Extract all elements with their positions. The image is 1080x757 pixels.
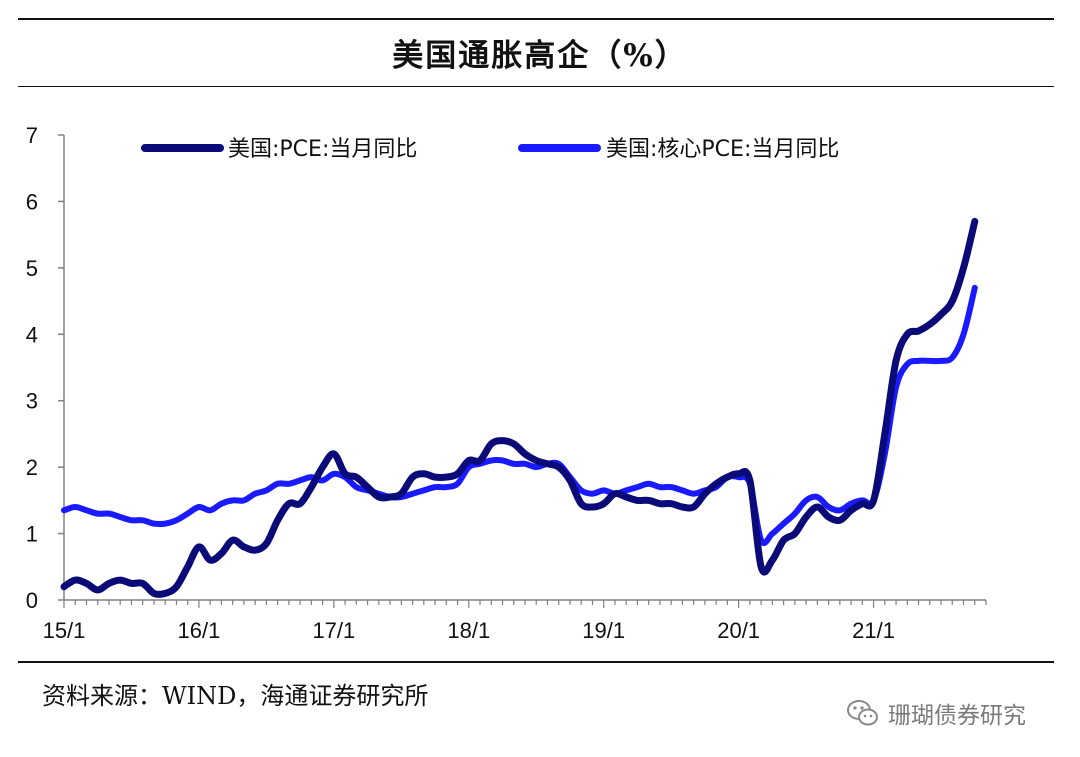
series-lines xyxy=(60,217,979,598)
chart-title: 美国通胀高企（%） xyxy=(392,38,688,74)
x-tick-label: 17/1 xyxy=(312,618,355,643)
bottom-rule xyxy=(18,661,1054,663)
y-tick-label: 0 xyxy=(26,588,38,613)
x-tick-label: 19/1 xyxy=(582,618,625,643)
x-tick-label: 20/1 xyxy=(717,618,760,643)
y-tick-label: 6 xyxy=(26,189,38,214)
y-tick-label: 4 xyxy=(26,322,38,347)
watermark-text: 珊瑚债券研究 xyxy=(888,703,1026,729)
y-tick-labels: 0 1 2 3 4 5 6 7 xyxy=(26,123,38,613)
y-tick-label: 5 xyxy=(26,256,38,281)
y-tick-label: 1 xyxy=(26,522,38,547)
x-tick-label: 18/1 xyxy=(447,618,490,643)
x-tick-label: 21/1 xyxy=(852,618,895,643)
series-line-2 xyxy=(61,284,978,547)
watermark: 珊瑚债券研究 xyxy=(846,695,1026,731)
chart-axes xyxy=(58,134,987,608)
series-line-1 xyxy=(60,217,979,598)
legend: 美国:PCE:当月同比 美国:核心PCE:当月同比 xyxy=(141,137,839,162)
wechat-icon xyxy=(847,700,878,726)
x-tick-labels: 15/1 16/1 17/1 18/1 19/1 20/1 21/1 xyxy=(43,618,895,643)
y-tick-label: 7 xyxy=(26,123,38,148)
x-tick-label: 16/1 xyxy=(178,618,221,643)
top-rule xyxy=(18,18,1054,20)
line-chart: 0 1 2 3 4 5 6 7 15/1 16/1 17/1 18/1 19/1 20/1 21/1 美国… xyxy=(26,123,987,643)
source-note: 资料来源：WIND，海通证券研究所 xyxy=(42,682,429,710)
title-divider xyxy=(18,86,1054,87)
y-tick-label: 3 xyxy=(26,389,38,414)
x-tick-label: 15/1 xyxy=(43,618,86,643)
y-tick-label: 2 xyxy=(26,455,38,480)
legend-label-1: 美国:PCE:当月同比 xyxy=(228,137,417,162)
legend-label-2: 美国:核心PCE:当月同比 xyxy=(606,137,839,162)
